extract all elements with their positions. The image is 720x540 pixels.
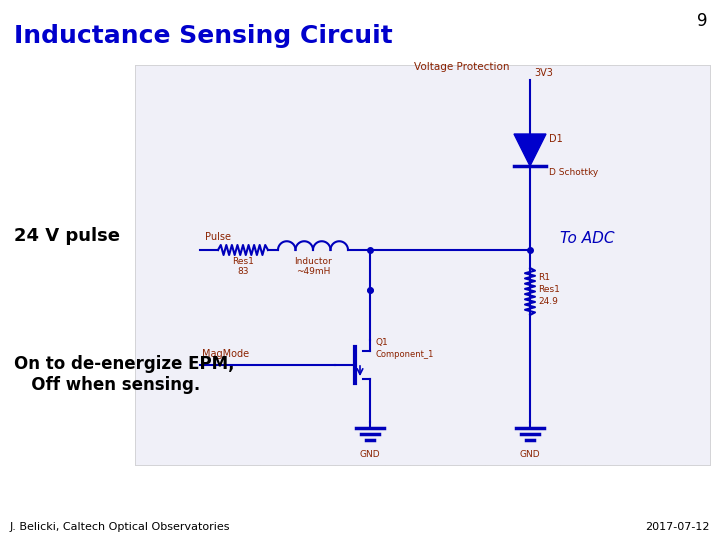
Text: D Schottky: D Schottky [549,168,598,177]
Text: Inductor: Inductor [294,257,332,266]
FancyBboxPatch shape [135,65,710,465]
Text: ~49mH: ~49mH [296,267,330,276]
Text: 3V3: 3V3 [534,68,553,78]
Text: GND: GND [520,450,540,459]
Text: 2017-07-12: 2017-07-12 [646,522,710,532]
Text: Res1: Res1 [538,285,560,294]
Polygon shape [514,134,546,166]
Text: Inductance Sensing Circuit: Inductance Sensing Circuit [14,24,392,48]
Text: On to de-energize EPM,
   Off when sensing.: On to de-energize EPM, Off when sensing. [14,355,235,394]
Text: Pulse: Pulse [205,232,231,242]
Text: MagMode: MagMode [202,349,249,359]
Text: Voltage Protection: Voltage Protection [415,62,510,72]
Text: J. Belicki, Caltech Optical Observatories: J. Belicki, Caltech Optical Observatorie… [10,522,230,532]
Text: Component_1: Component_1 [376,350,434,359]
Text: 24 V pulse: 24 V pulse [14,227,120,245]
Text: Res1: Res1 [232,257,254,266]
Text: Q1: Q1 [376,338,389,347]
Text: 83: 83 [238,267,248,276]
Text: GND: GND [360,450,380,459]
Text: R1: R1 [538,273,550,282]
Text: 24.9: 24.9 [538,297,558,306]
Text: To ADC: To ADC [560,231,614,246]
Text: D1: D1 [549,134,563,144]
Text: 9: 9 [698,12,708,30]
